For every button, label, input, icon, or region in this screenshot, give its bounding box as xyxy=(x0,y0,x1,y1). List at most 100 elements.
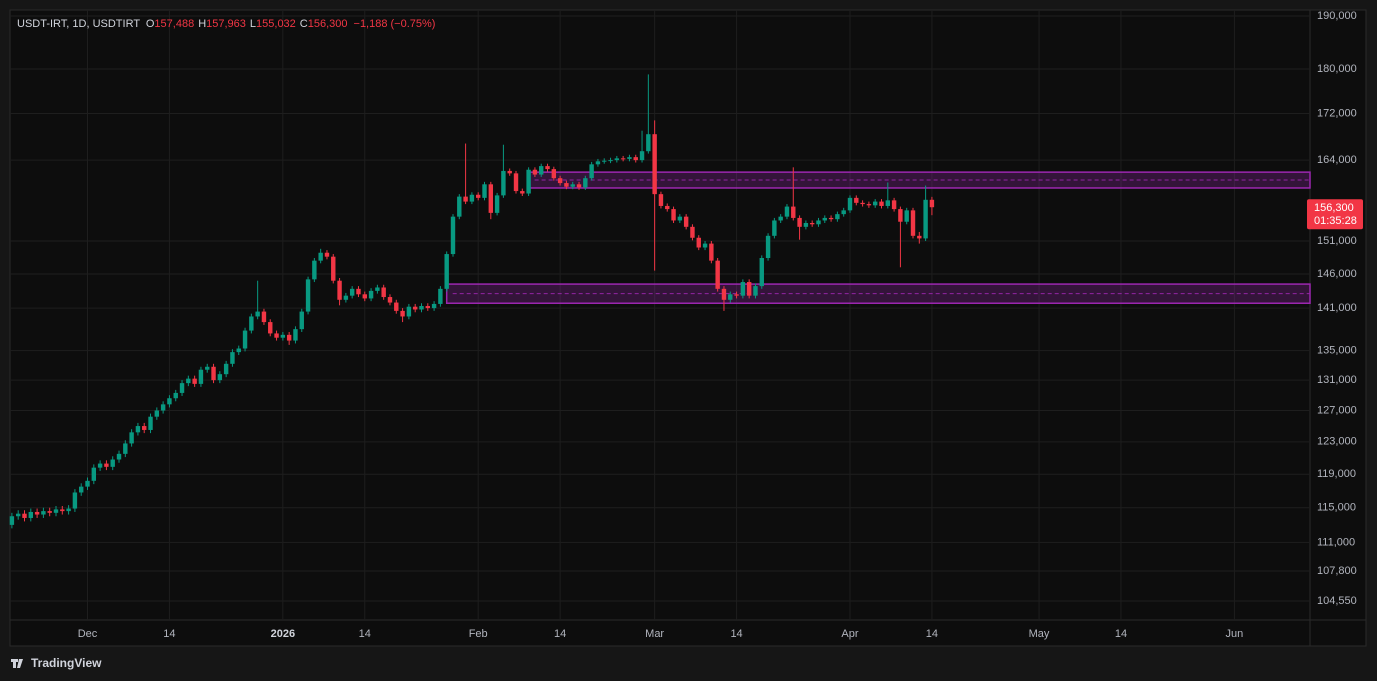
candle-body xyxy=(362,294,367,299)
candle-body xyxy=(854,197,859,203)
candle-body xyxy=(299,311,304,330)
y-tick-label: 104,550 xyxy=(1317,595,1357,607)
candle-body xyxy=(431,303,437,309)
candle-body xyxy=(835,214,840,220)
candle-body xyxy=(784,206,790,217)
candle-body xyxy=(9,516,15,525)
y-tick-label: 164,000 xyxy=(1317,154,1357,166)
candle-body xyxy=(412,306,418,310)
x-tick-label: Dec xyxy=(78,628,98,640)
candle-body xyxy=(104,463,109,467)
candle-body xyxy=(879,201,884,206)
candle-body xyxy=(375,287,380,291)
y-tick-label: 107,800 xyxy=(1317,565,1357,577)
candle-body xyxy=(305,279,311,312)
grid xyxy=(10,10,1310,620)
y-tick-label: 146,000 xyxy=(1317,268,1357,280)
candle-body xyxy=(797,217,802,227)
candle-body xyxy=(255,311,260,317)
x-tick-label: Feb xyxy=(469,628,488,640)
ohlc-value: 157,963 xyxy=(206,18,246,30)
x-tick-label: 2026 xyxy=(271,628,295,640)
candle-body xyxy=(910,210,916,236)
candle-body xyxy=(898,209,903,222)
candle-body xyxy=(205,366,210,370)
candle-body xyxy=(331,256,336,281)
candle-body xyxy=(803,223,809,227)
candle-body xyxy=(646,134,651,152)
candle-body xyxy=(356,288,361,295)
change: −1,188 (−0.75%) xyxy=(354,18,436,30)
brand-name: TradingView xyxy=(31,656,102,670)
candle-body xyxy=(274,333,279,338)
candle-body xyxy=(633,157,638,161)
candle-body xyxy=(791,206,796,218)
x-tick-label: 14 xyxy=(730,628,742,640)
candle-body xyxy=(494,195,500,213)
candle-body xyxy=(520,191,525,194)
axes: 190,000 180,000 172,000 164,000 151,000 146,0… xyxy=(78,10,1363,640)
candle-body xyxy=(186,378,191,384)
y-tick-label: 119,000 xyxy=(1317,468,1356,480)
candle-body xyxy=(614,158,620,161)
candle-body xyxy=(160,404,166,411)
ohlc-label: L xyxy=(250,18,256,30)
y-tick-label: 115,000 xyxy=(1317,502,1356,514)
candle-body xyxy=(34,511,40,515)
x-tick-label: Mar xyxy=(645,628,664,640)
candle-body xyxy=(343,295,349,300)
candle-body xyxy=(488,184,494,213)
candle-body xyxy=(268,322,273,334)
candle-body xyxy=(677,216,683,221)
y-tick-label: 111,000 xyxy=(1317,536,1355,548)
candle-body xyxy=(929,199,935,208)
candle-body xyxy=(425,306,430,309)
candle-body xyxy=(904,210,909,222)
candle-body xyxy=(249,316,254,331)
y-tick-label: 180,000 xyxy=(1317,63,1357,75)
candle-body xyxy=(15,513,21,517)
candles xyxy=(9,74,935,529)
candle-body xyxy=(841,210,846,215)
candle-body xyxy=(60,509,65,512)
candle-body xyxy=(79,486,84,493)
candle-body xyxy=(683,216,689,227)
candle-body xyxy=(602,160,607,162)
y-tick-label: 190,000 xyxy=(1317,10,1357,22)
candle-body xyxy=(715,260,720,289)
candle-body xyxy=(406,306,412,317)
y-tick-label: 151,000 xyxy=(1317,235,1357,247)
candle-body xyxy=(627,157,632,159)
candle-body xyxy=(570,184,575,187)
candle-body xyxy=(47,511,52,513)
candle-body xyxy=(475,194,481,198)
candle-body xyxy=(721,288,727,300)
candle-body xyxy=(349,288,355,296)
candle-body xyxy=(110,459,115,467)
candle-body xyxy=(85,480,90,487)
x-tick-label: 14 xyxy=(359,628,371,640)
candle-body xyxy=(211,366,216,381)
candle-body xyxy=(545,166,550,170)
candle-body xyxy=(293,329,298,341)
candle-body xyxy=(860,202,865,205)
candle-body xyxy=(173,392,178,399)
y-tick-label: 127,000 xyxy=(1317,404,1357,416)
candle-body xyxy=(589,164,594,179)
candle-body xyxy=(822,217,827,221)
candle-body xyxy=(198,369,204,384)
candle-body xyxy=(337,280,342,300)
y-tick-label: 135,000 xyxy=(1317,345,1357,357)
candle-body xyxy=(179,383,185,393)
last-price-box xyxy=(1307,199,1363,230)
chart-frame xyxy=(9,9,1367,647)
candle-body xyxy=(532,169,538,175)
ohlc-value: 155,032 xyxy=(256,18,296,30)
candle-body xyxy=(469,194,475,202)
legend-header: USDT-IRT, 1D, USDTIRT O157,488 H157,963 L15… xyxy=(17,18,435,30)
zone xyxy=(445,283,1311,304)
candle-body xyxy=(507,170,512,174)
candle-body xyxy=(765,235,771,259)
candle-body xyxy=(696,237,701,248)
